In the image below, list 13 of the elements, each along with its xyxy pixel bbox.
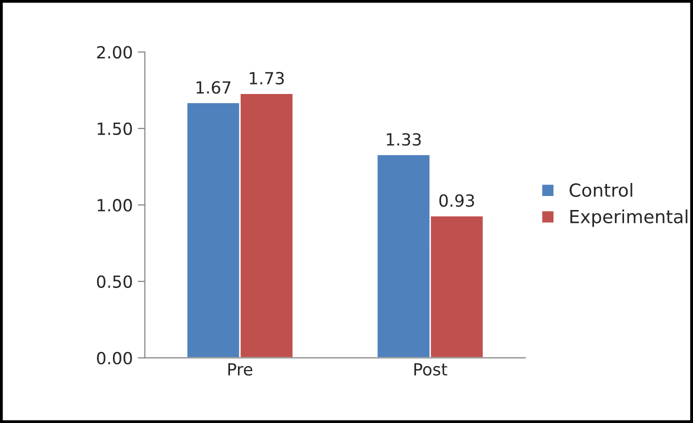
legend-label: Experimental bbox=[570, 209, 688, 227]
y-tick-label: 0.00 bbox=[97, 352, 132, 364]
y-tick-label: 2.00 bbox=[97, 46, 132, 59]
y-tick-label: 1.50 bbox=[98, 122, 132, 136]
data-label: 1.67 bbox=[196, 81, 230, 94]
data-label: 0.93 bbox=[439, 194, 474, 207]
data-label: 1.33 bbox=[386, 133, 421, 146]
legend-label: Control bbox=[570, 182, 632, 197]
y-tick-label: 0.50 bbox=[97, 275, 132, 288]
y-tick-label: 1.00 bbox=[98, 198, 132, 212]
x-tick-label: Pre bbox=[228, 363, 252, 376]
data-label: 1.73 bbox=[250, 72, 284, 85]
x-tick-label: Post bbox=[414, 363, 448, 376]
